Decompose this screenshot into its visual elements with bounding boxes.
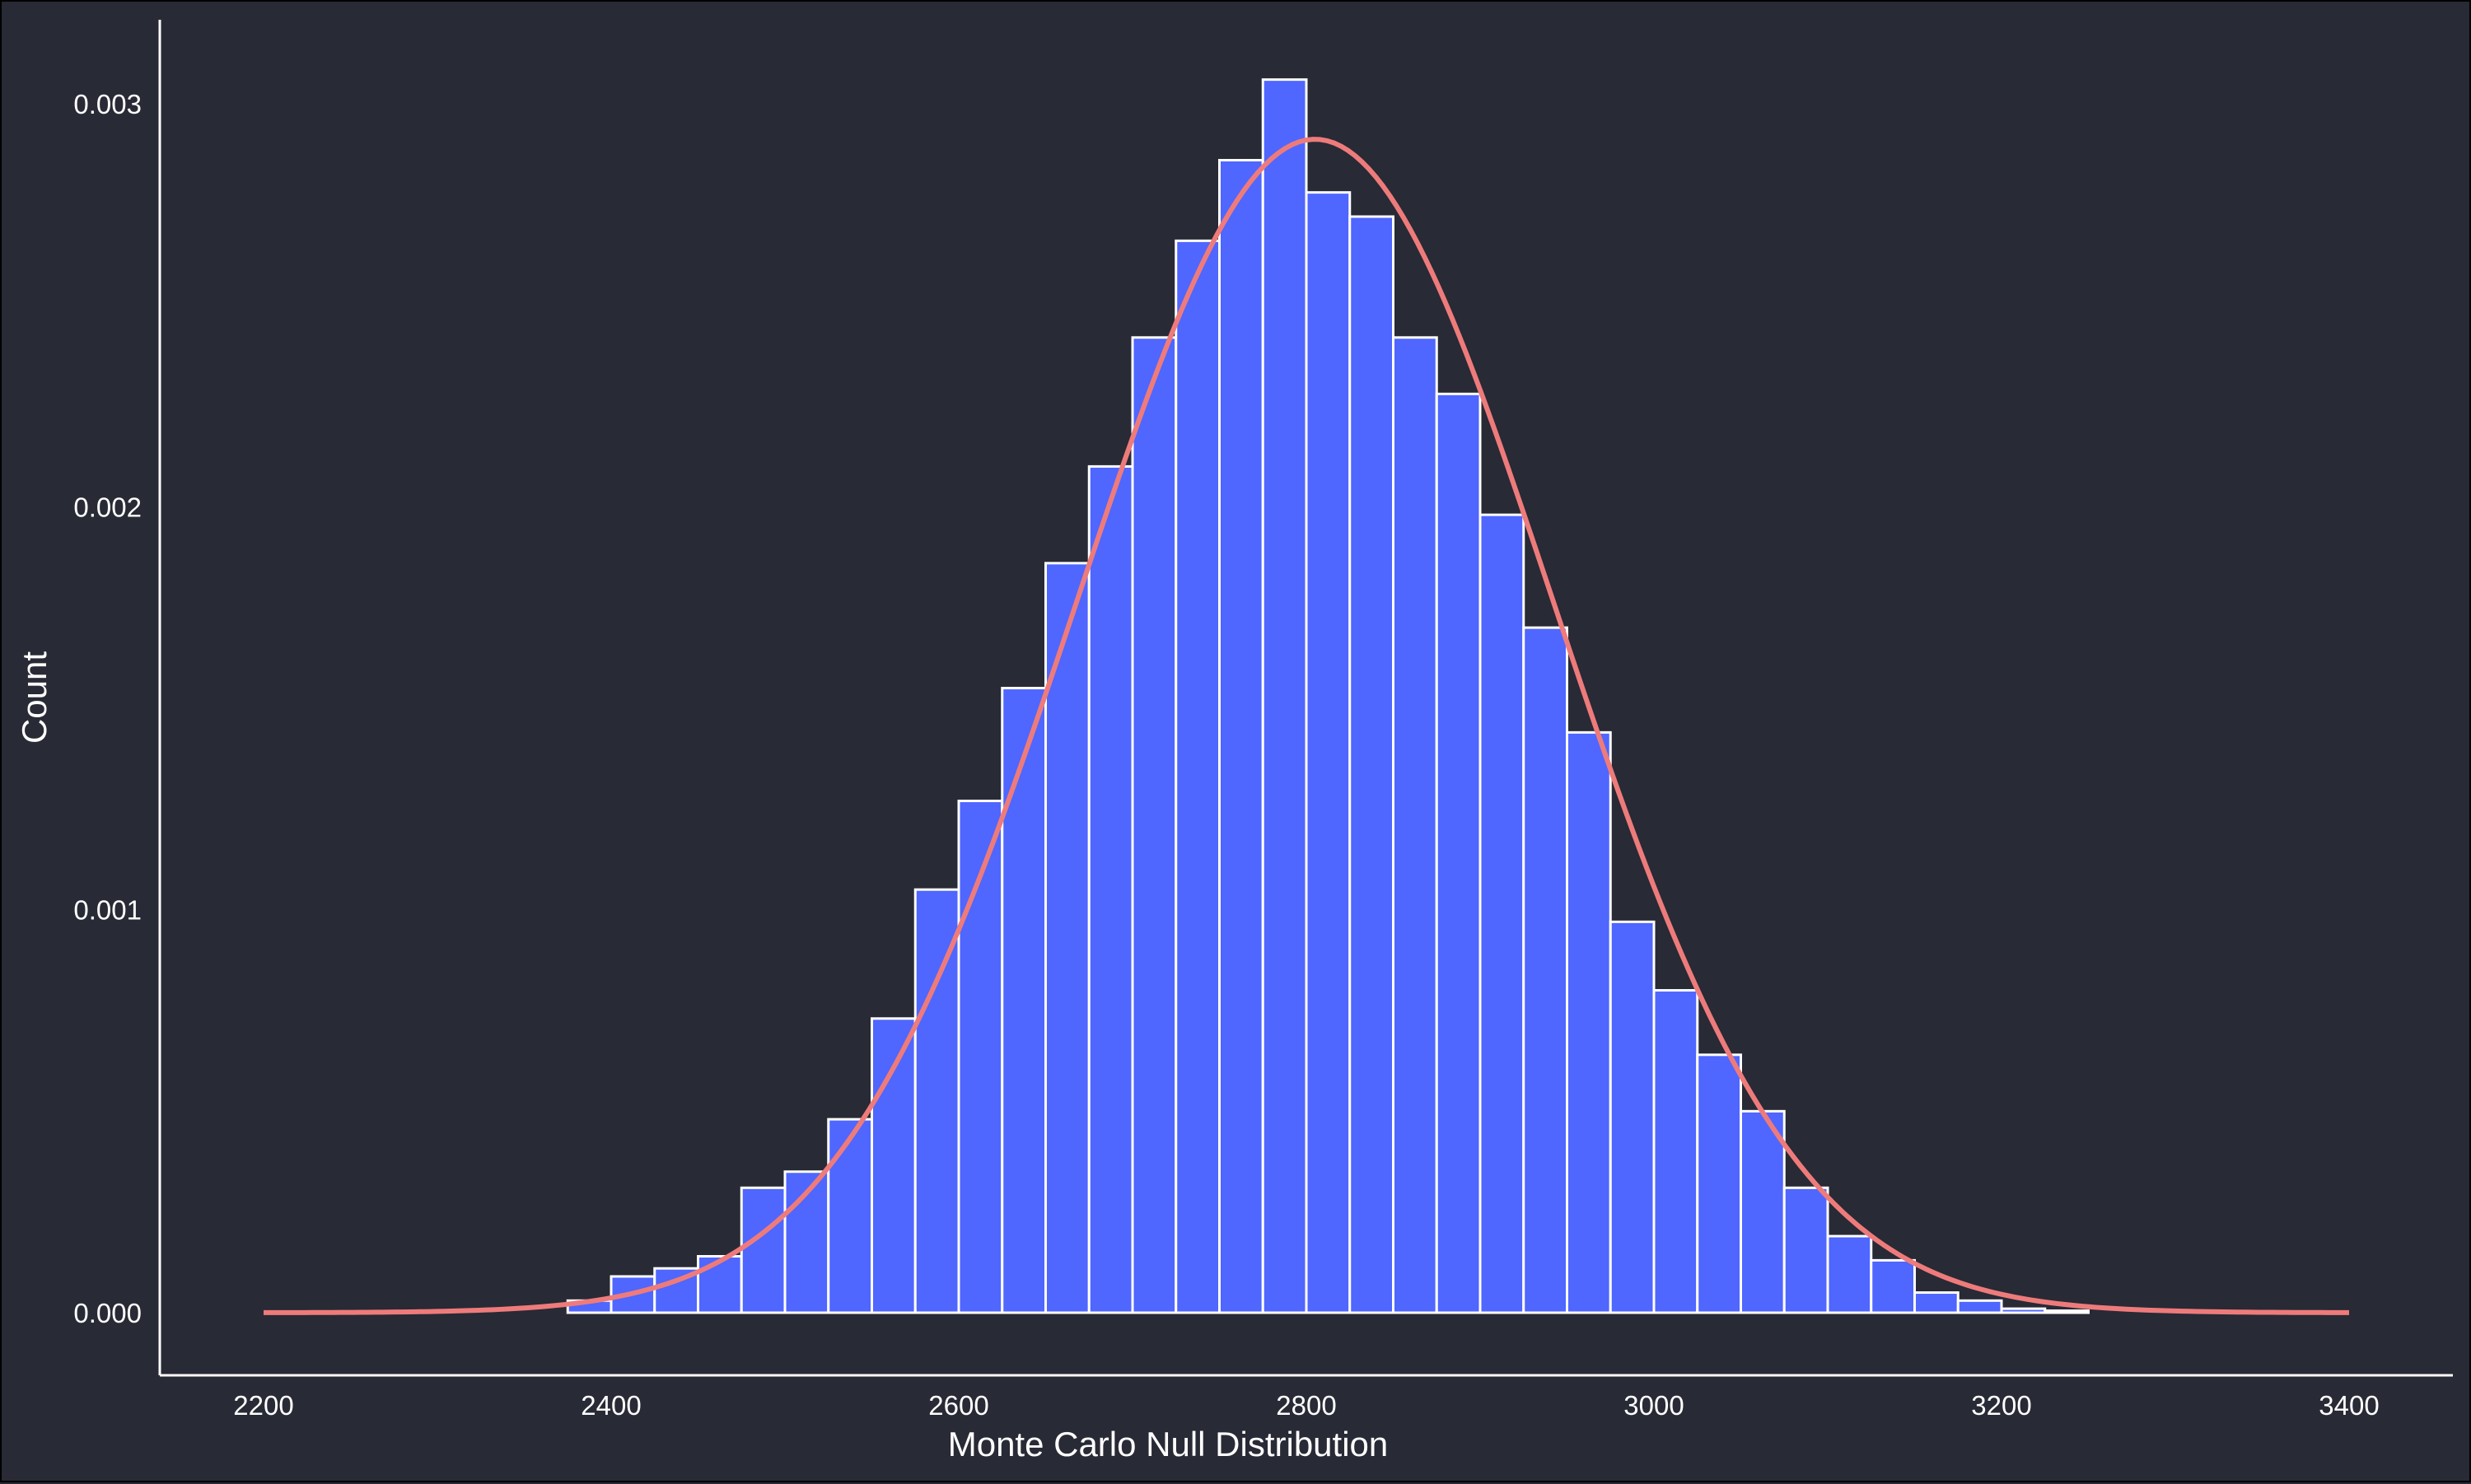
histogram-bar [1001,687,1047,1314]
histogram-bar [697,1254,743,1314]
histogram-bar [1870,1258,1916,1314]
x-tick-label: 2200 [233,1390,293,1421]
histogram-bar [1131,336,1178,1314]
x-tick-label: 2400 [581,1390,641,1421]
histogram-bar [1305,191,1352,1314]
histogram-bar [1740,1109,1786,1314]
histogram-bar [1566,730,1612,1314]
histogram-bar [827,1118,873,1314]
histogram-bar [740,1186,787,1314]
histogram-bar [1044,562,1091,1314]
histogram-bar [2044,1309,2090,1314]
histogram-bar [1913,1291,1960,1314]
histogram-bar [2000,1307,2047,1314]
histogram-bar [1522,626,1568,1314]
histogram-bar [1348,215,1394,1314]
histogram-bar [1782,1186,1829,1314]
histogram-bar [957,800,1004,1314]
histogram-bar [1261,78,1308,1314]
histogram-bar [1392,336,1438,1314]
y-ticks-group: 0.000 0.001 0.002 0.003 [73,89,142,1328]
y-tick-label: 0.002 [73,492,142,522]
histogram-bar [913,888,960,1314]
histogram-bar [1826,1234,1873,1314]
histogram-bar [1478,513,1525,1314]
x-tick-label: 2600 [928,1390,988,1421]
histogram-bar [1652,989,1699,1314]
histogram-bar [1696,1053,1742,1314]
histogram-bar [871,1017,917,1314]
y-axis-title: Count [15,651,54,744]
histogram-bar [1218,159,1264,1314]
x-tick-label: 2800 [1276,1390,1336,1421]
density-curve [263,137,2350,1315]
y-tick-label: 0.000 [73,1298,142,1328]
x-axis-title: Monte Carlo Null Distribution [948,1425,1389,1463]
y-tick-label: 0.003 [73,89,142,119]
histogram-bar [1609,920,1656,1314]
x-tick-label: 3000 [1623,1390,1684,1421]
histogram-bar [1175,239,1221,1314]
histogram-bar [1087,464,1134,1314]
x-ticks-group: 2200 2400 2600 2800 3000 3200 3400 [233,1390,2379,1421]
x-tick-label: 3400 [2319,1390,2379,1421]
histogram-bar [1956,1299,2003,1314]
histogram-bar [1435,392,1482,1314]
y-tick-label: 0.001 [73,895,142,926]
x-tick-label: 3200 [1971,1390,2031,1421]
bars-group [566,78,2090,1314]
